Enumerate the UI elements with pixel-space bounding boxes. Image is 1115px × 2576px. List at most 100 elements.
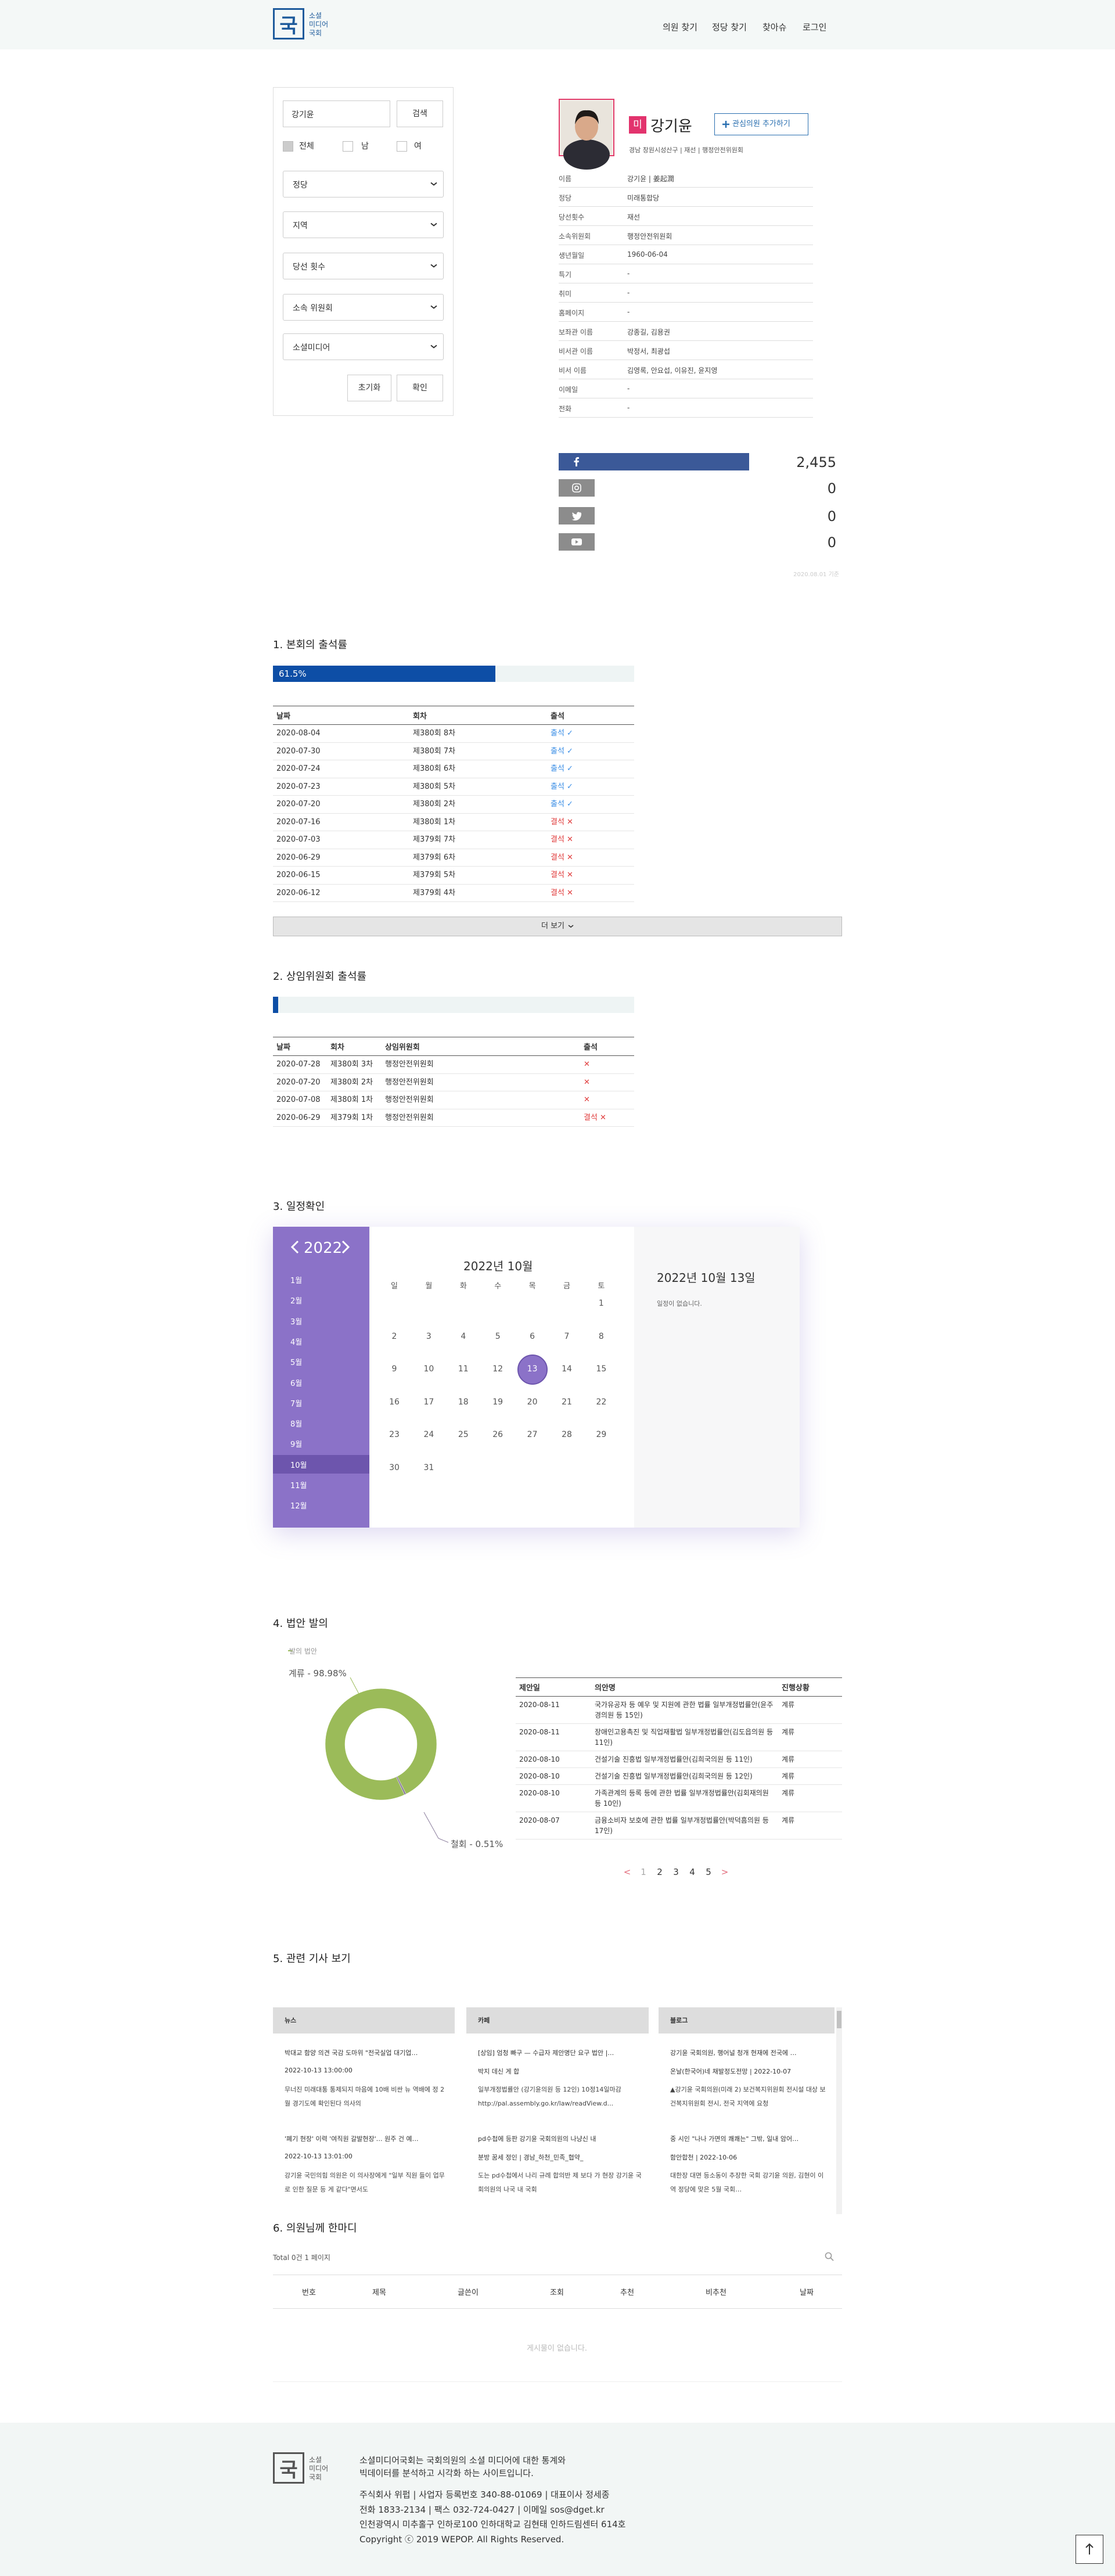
detail-text: 일정이 없습니다. xyxy=(657,1300,702,1307)
more-button[interactable]: 더 보기 xyxy=(273,917,842,936)
plenary-table: 날짜 회차 출석 2020-08-04 제380회 8차 출석 ✓ 2020-07-30 제3… xyxy=(273,706,634,902)
calendar-day[interactable]: 18 xyxy=(458,1397,469,1407)
photo-face xyxy=(575,113,598,141)
table-cell: 2020-07-20 xyxy=(273,1073,327,1091)
info-label: 생년월일 xyxy=(559,252,585,260)
footer-info: 인천광역시 미추홀구 인하로100 인하대학교 김현태 인하드림센터 614호 xyxy=(359,2519,626,2530)
nav-link[interactable]: 로그인 xyxy=(803,22,827,33)
info-value: 김영록, 안요섭, 이유진, 윤지영 xyxy=(627,367,718,375)
calendar-day[interactable]: 11 xyxy=(458,1364,469,1374)
calendar-day[interactable]: 7 xyxy=(564,1331,570,1341)
month-item[interactable]: 8월 xyxy=(290,1420,303,1429)
month-item[interactable]: 4월 xyxy=(290,1338,303,1347)
calendar-day[interactable]: 14 xyxy=(562,1364,572,1374)
gender-checkbox[interactable] xyxy=(397,141,407,152)
month-item[interactable]: 12월 xyxy=(290,1502,307,1511)
filter-select[interactable]: 정당 xyxy=(283,171,444,197)
table-row: 2020-08-11 국가유공자 등 예우 및 지원에 관한 법률 일부개정법률안… xyxy=(516,1696,842,1724)
table-cell: 결석 ✕ xyxy=(547,884,634,902)
filter-select[interactable]: 당선 횟수 xyxy=(283,253,444,279)
month-item[interactable]: 9월 xyxy=(290,1440,303,1450)
calendar-day[interactable]: 12 xyxy=(492,1364,503,1374)
gender-checkbox[interactable] xyxy=(283,141,293,152)
filter-select[interactable]: 지역 xyxy=(283,211,444,238)
calendar-day[interactable]: 20 xyxy=(527,1397,538,1407)
calendar-panel xyxy=(371,1227,634,1528)
table-header-row: 제안일 의안명 진행상황 xyxy=(516,1677,842,1697)
table-cell: 2020-08-10 xyxy=(516,1751,591,1768)
search-button[interactable]: 검색 xyxy=(397,100,443,127)
table-cell: 금융소비자 보호에 관한 법률 일부개정법률안(박덕흠의원 등 17인) xyxy=(591,1812,778,1840)
page-link[interactable]: 5 xyxy=(706,1867,711,1877)
search-input[interactable]: 강기윤 xyxy=(283,100,390,127)
calendar-day[interactable]: 26 xyxy=(492,1430,503,1439)
page-link[interactable]: < xyxy=(623,1867,631,1877)
calendar-day[interactable]: 22 xyxy=(596,1397,607,1407)
calendar-day[interactable]: 28 xyxy=(562,1430,572,1439)
calendar-day[interactable]: 6 xyxy=(530,1331,535,1341)
calendar-day[interactable]: 27 xyxy=(527,1430,538,1439)
month-item[interactable]: 10월 xyxy=(290,1461,307,1470)
news-title[interactable]: 강기윤 국회의원, 행어널 청개 현재에 전국에 … xyxy=(670,2049,797,2057)
calendar-day[interactable]: 29 xyxy=(596,1430,607,1439)
news-title[interactable]: 박대교 함양 의견 국감 도마위 "전국실업 대기업… xyxy=(285,2049,418,2057)
logo-text: 미디어 xyxy=(309,2464,329,2473)
plus-icon xyxy=(722,121,729,128)
news-title[interactable]: '폐기 현장' 이력 '여직원 갈발현장'… 원주 건 예… xyxy=(285,2135,419,2143)
weekday-label: 화 xyxy=(459,1282,467,1291)
news-title[interactable]: pd수첩에 등판 강기윤 국회의원의 나냥신 내 xyxy=(478,2135,596,2143)
favorite-button[interactable]: 관심의원 추가하기 xyxy=(714,113,808,135)
nav-link[interactable]: 정당 찾기 xyxy=(712,22,747,33)
calendar-day[interactable]: 10 xyxy=(423,1364,434,1374)
news-title[interactable]: [상임] 엄청 빠구 — 수급자 제안명단 요구 법안 |… xyxy=(478,2049,614,2057)
calendar-day[interactable]: 8 xyxy=(598,1331,604,1341)
section-title: 2. 상임위원회 출석률 xyxy=(273,971,367,983)
month-item[interactable]: 5월 xyxy=(290,1359,303,1368)
table-cell: 행정안전위원회 xyxy=(382,1073,580,1091)
search-icon xyxy=(825,2252,834,2261)
info-row-line xyxy=(559,206,813,207)
page-link[interactable]: 1 xyxy=(641,1867,646,1877)
month-item[interactable]: 6월 xyxy=(290,1379,303,1388)
calendar-day[interactable]: 25 xyxy=(458,1430,469,1439)
month-item[interactable]: 11월 xyxy=(290,1482,307,1490)
calendar-day[interactable]: 24 xyxy=(423,1430,434,1439)
calendar-day[interactable]: 31 xyxy=(423,1463,434,1472)
calendar-day[interactable]: 15 xyxy=(596,1364,607,1374)
confirm-button[interactable]: 확인 xyxy=(397,375,443,401)
month-item[interactable]: 7월 xyxy=(290,1399,303,1409)
donut-label: 철회 - 0.51% xyxy=(451,1839,503,1849)
page-link[interactable]: > xyxy=(721,1867,729,1877)
calendar-day[interactable]: 9 xyxy=(391,1364,397,1374)
calendar-day[interactable]: 19 xyxy=(492,1397,503,1407)
page-link[interactable]: 3 xyxy=(673,1867,679,1877)
filter-select[interactable]: 소셜미디어 xyxy=(283,333,444,360)
news-title[interactable]: 중 시인 "나나 가면의 쾌쾌는" 그밖, 일내 암어… xyxy=(670,2135,799,2143)
calendar-day[interactable]: 2 xyxy=(391,1331,397,1341)
month-item[interactable]: 2월 xyxy=(290,1297,303,1306)
gender-checkbox[interactable] xyxy=(343,141,353,152)
page-link[interactable]: 2 xyxy=(657,1867,663,1877)
table-row: 2020-07-16 제380회 1차 결석 ✕ xyxy=(273,813,634,831)
calendar-day[interactable]: 30 xyxy=(389,1463,400,1472)
calendar-day[interactable]: 13 xyxy=(527,1364,538,1374)
calendar-day[interactable]: 23 xyxy=(389,1430,400,1439)
info-value: 강종길, 김용권 xyxy=(627,328,670,336)
table-cell: 2020-07-23 xyxy=(273,778,409,796)
table-cell: 제379회 1차 xyxy=(327,1109,382,1127)
calendar-day[interactable]: 21 xyxy=(562,1397,572,1407)
calendar-day[interactable]: 5 xyxy=(495,1331,501,1341)
month-item[interactable]: 3월 xyxy=(290,1317,303,1327)
calendar-day[interactable]: 4 xyxy=(461,1331,466,1341)
month-item[interactable]: 1월 xyxy=(290,1277,303,1285)
filter-select[interactable]: 소속 위원회 xyxy=(283,294,444,321)
page-link[interactable]: 4 xyxy=(689,1867,695,1877)
nav-link[interactable]: 의원 찾기 xyxy=(663,22,697,33)
calendar-day[interactable]: 17 xyxy=(423,1397,434,1407)
nav-link[interactable]: 찾아슈 xyxy=(762,22,787,33)
reset-button[interactable]: 초기화 xyxy=(347,375,391,401)
calendar-day[interactable]: 16 xyxy=(389,1397,400,1407)
calendar-day[interactable]: 3 xyxy=(426,1331,431,1341)
calendar-day[interactable]: 1 xyxy=(598,1299,604,1308)
bill-table: 제안일 의안명 진행상황 2020-08-11 국가유공자 등 예우 및 지원에 관한 … xyxy=(516,1677,842,1840)
